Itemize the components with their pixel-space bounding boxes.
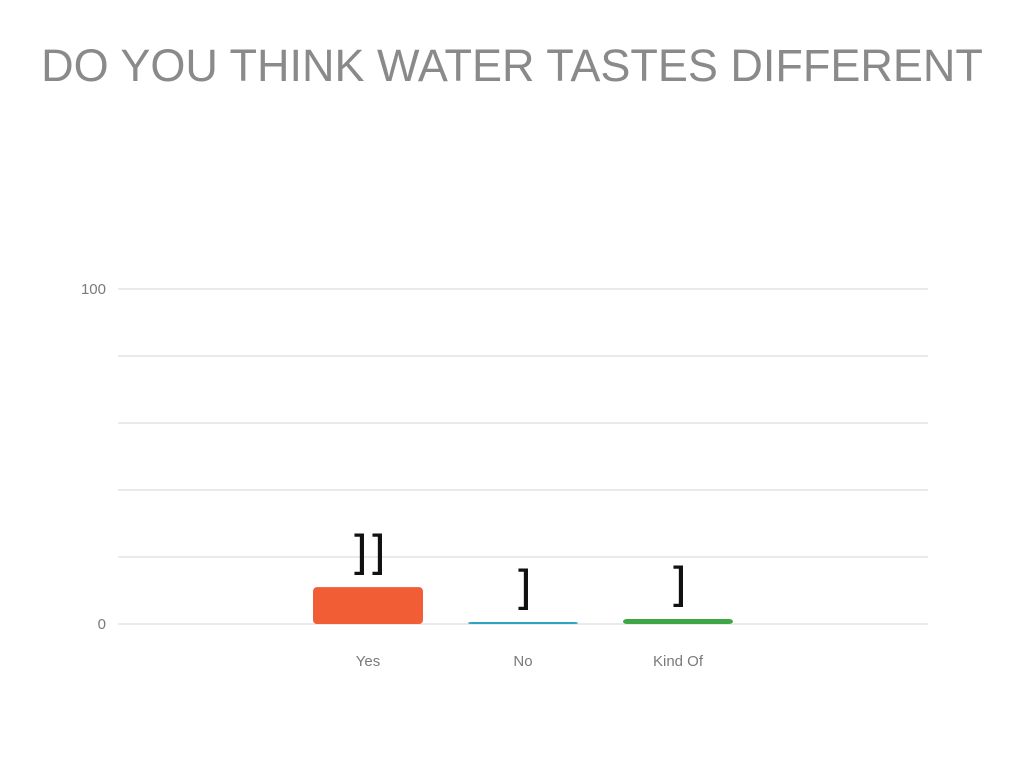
bar-annotations: ]]]] [350, 526, 687, 615]
gridlines [118, 288, 928, 625]
y-tick-label: 0 [98, 616, 106, 633]
x-axis-labels: Yes No Kind Of [356, 653, 704, 670]
bars [313, 587, 733, 624]
y-axis-ticks: 0 100 [81, 281, 106, 633]
bar-kind-of [623, 618, 733, 624]
y-tick-label: 100 [81, 281, 106, 298]
bar-annotation: ] [669, 558, 687, 612]
bar-annotation: ] [514, 561, 532, 615]
x-tick-label: Yes [356, 653, 380, 670]
bar-no [468, 622, 578, 624]
bar-yes [313, 587, 423, 624]
bar-annotation: ]] [350, 526, 386, 580]
x-tick-label: No [513, 653, 532, 670]
x-tick-label: Kind Of [653, 653, 704, 670]
chart-title: DO YOU THINK WATER TASTES DIFFERENT [41, 40, 983, 91]
